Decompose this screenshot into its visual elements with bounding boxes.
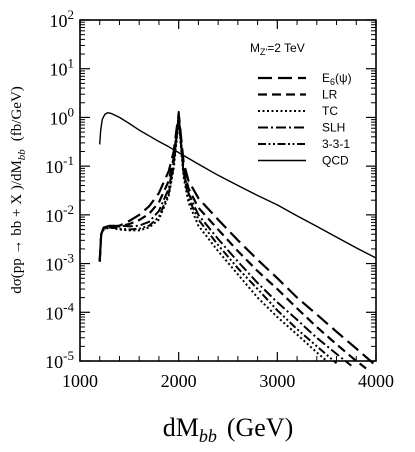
y-tick-label: 10-4: [45, 299, 74, 323]
legend: MZ'=2 TeV E6(ψ)LR TC SLH 3-3-1 QCD: [250, 41, 352, 168]
x-tick-label: 3000: [259, 371, 295, 391]
ticks-layer: 1000 2000 3000 4000 102 101 100 10-1 10-2 10-3 10-…: [45, 7, 394, 391]
y-tick-label: 10-2: [45, 202, 74, 226]
series-line-3-3-1: [98, 110, 338, 364]
series-line-e6: [98, 112, 377, 367]
x-tick-label: 2000: [161, 371, 197, 391]
y-tick-label: 102: [50, 7, 75, 31]
y-axis-title: dσ(pp → bb + X )/dMbb(fb/GeV): [9, 86, 28, 294]
x-axis-title: dMbb (GeV): [163, 413, 294, 446]
legend-label-qcd: QCD: [322, 154, 349, 168]
y-tick-label: 100: [50, 104, 75, 128]
plot-frame: [79, 19, 377, 362]
legend-label-tc: TC: [322, 104, 338, 118]
y-tick-label: 101: [50, 56, 75, 80]
x-tick-label: 1000: [62, 371, 98, 391]
legend-title: MZ'=2 TeV: [250, 41, 305, 57]
series-layer: [98, 110, 377, 370]
series-line-slh: [98, 114, 352, 367]
y-tick-label: 10-3: [45, 251, 74, 275]
series-line-tc: [98, 118, 328, 362]
y-tick-label: 10-5: [45, 348, 74, 372]
legend-label-3-3-1: 3-3-1: [322, 137, 350, 151]
series-line-qcd: [99, 112, 377, 259]
x-tick-label: 4000: [358, 371, 394, 391]
legend-label-lr: LR: [322, 88, 338, 102]
y-tick-label: 10-1: [45, 153, 74, 177]
legend-label-slh: SLH: [322, 121, 345, 135]
legend-label-e6: E6(ψ): [322, 71, 352, 87]
